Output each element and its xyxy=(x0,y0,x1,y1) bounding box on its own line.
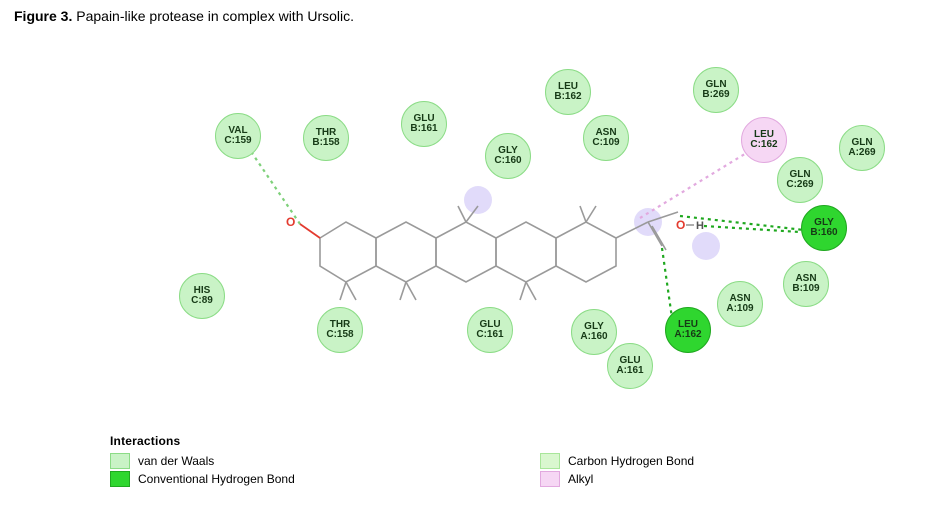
legend-item: Carbon Hydrogen Bond xyxy=(540,452,694,470)
legend: Interactions van der WaalsConventional H… xyxy=(110,434,295,488)
legend-item: Conventional Hydrogen Bond xyxy=(110,470,295,488)
svg-text:O: O xyxy=(286,215,295,229)
legend-item: Alkyl xyxy=(540,470,694,488)
legend-title: Interactions xyxy=(110,434,295,448)
legend-col2: Carbon Hydrogen BondAlkyl xyxy=(540,452,694,488)
svg-text:H: H xyxy=(696,220,704,232)
legend-item: van der Waals xyxy=(110,452,295,470)
svg-text:O: O xyxy=(676,218,685,232)
